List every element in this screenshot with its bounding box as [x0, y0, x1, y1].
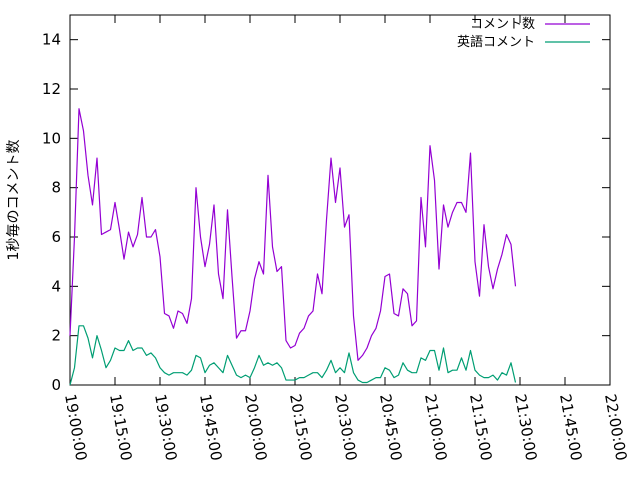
x-tick-label: 21:45:00	[556, 393, 585, 462]
x-tick-label: 21:30:00	[511, 393, 540, 462]
x-tick-label: 20:15:00	[286, 393, 315, 462]
series-layer	[69, 108, 517, 386]
x-tick-label: 19:45:00	[196, 393, 225, 462]
x-tick-label: 21:15:00	[466, 393, 495, 462]
plot-area-frame	[69, 14, 611, 386]
x-tick-label: 22:00:00	[601, 393, 630, 462]
x-tick-label: 20:30:00	[331, 393, 360, 462]
x-tick-label: 19:30:00	[151, 393, 180, 462]
y-axis-label: 1秒毎のコメント数	[6, 140, 22, 261]
legend-label-series-2: 英語コメント	[457, 34, 535, 50]
x-axis: 19:00:00 19:15:00 19:30:00 19:45:00 20:00:00…	[61, 15, 630, 462]
x-tick-label: 20:00:00	[241, 393, 270, 462]
legend: コメント数 英語コメント	[457, 17, 590, 50]
x-tick-label: 21:00:00	[421, 393, 450, 462]
x-tick-label: 19:00:00	[61, 393, 90, 462]
y-tick-label: 2	[51, 327, 61, 345]
y-tick-label: 14	[42, 31, 61, 49]
series-line-1	[69, 108, 517, 361]
series-line-2	[69, 325, 517, 386]
y-tick-label: 4	[51, 277, 61, 295]
y-tick-label: 12	[42, 80, 61, 98]
y-tick-label: 6	[51, 228, 61, 246]
x-tick-label: 20:45:00	[376, 393, 405, 462]
y-tick-label: 8	[51, 179, 61, 197]
y-tick-label: 0	[51, 376, 61, 394]
y-tick-label: 10	[42, 129, 61, 147]
legend-label-series-1: コメント数	[470, 17, 535, 32]
y-axis: 0 2 4 6 8 10 12 14	[42, 31, 610, 394]
x-tick-label: 19:15:00	[106, 393, 135, 462]
